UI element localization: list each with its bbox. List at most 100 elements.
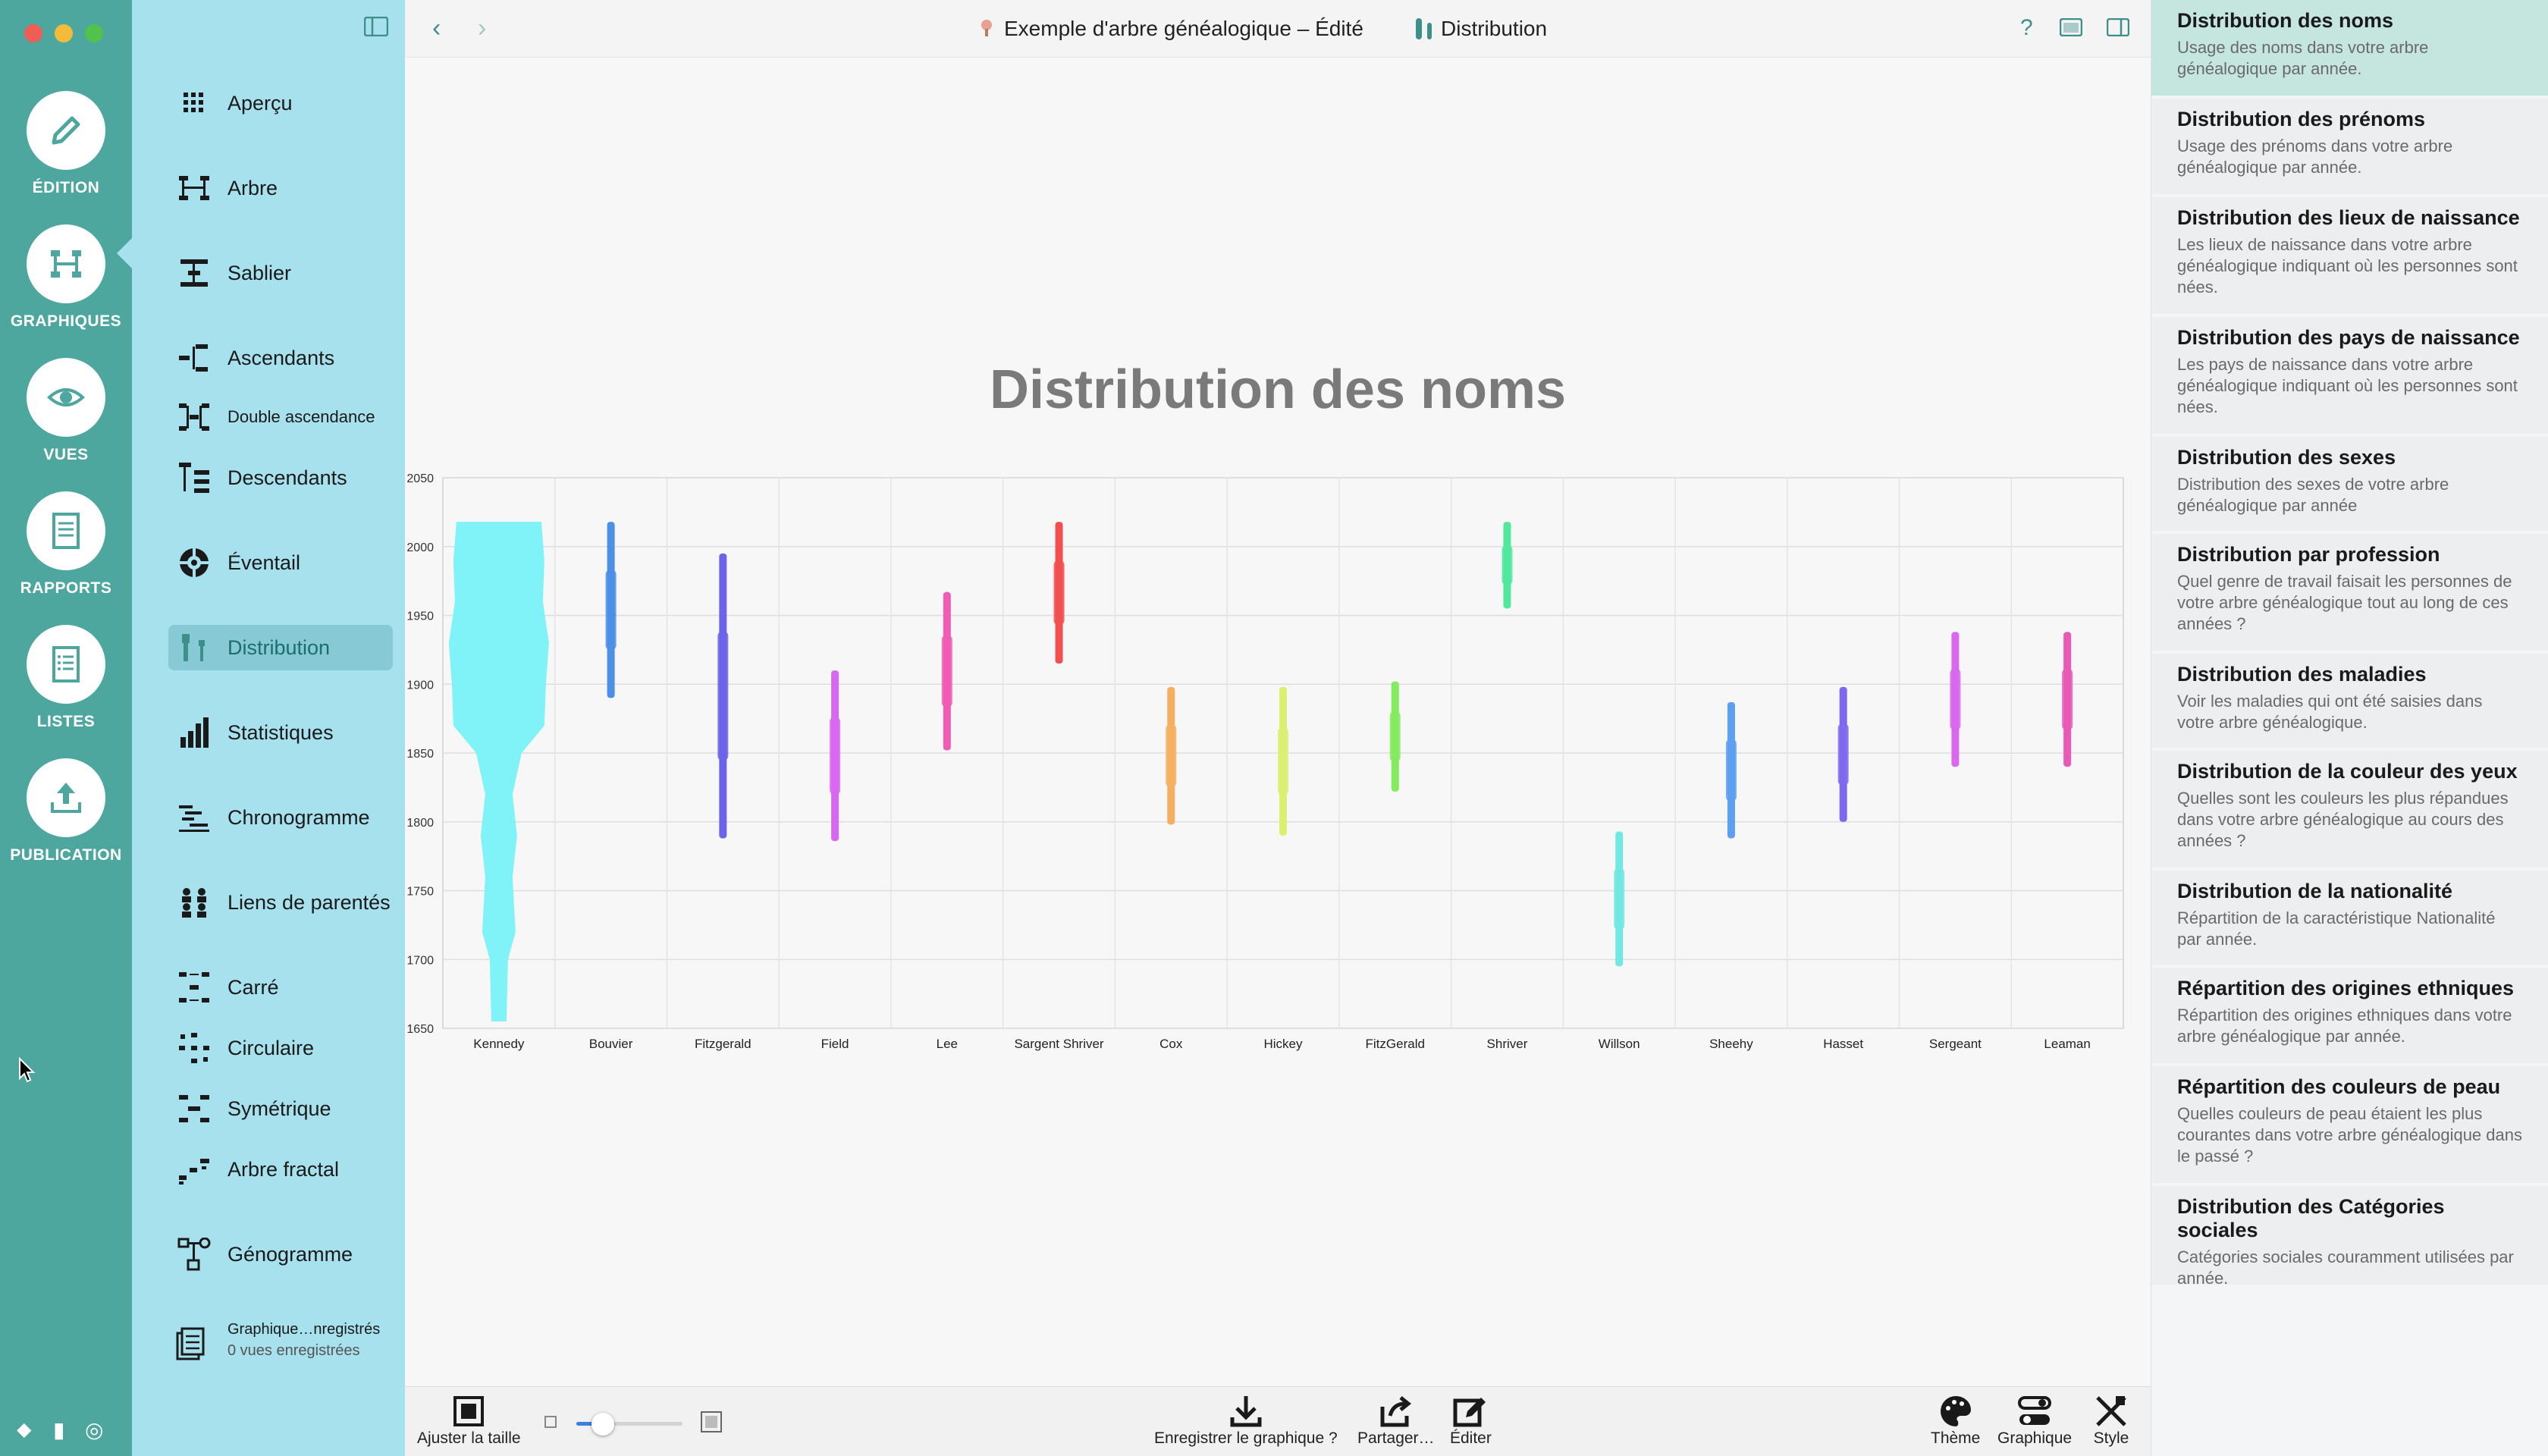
help-button[interactable]: ? [2020, 15, 2033, 40]
chart-type-sidebar: Aperçu Arbre Sablier Ascendants Double ascen… [132, 0, 405, 1456]
zoom-slider-knob[interactable] [592, 1413, 614, 1436]
sidebar-item-label: Arbre fractal [228, 1157, 340, 1181]
ancestors-icon [176, 340, 212, 376]
sidebar-item-relations[interactable]: Liens de parentés [168, 880, 393, 925]
chart-variant-item[interactable]: Distribution par profession Quel genre de… [2151, 534, 2548, 651]
x-category-label: FitzGerald [1366, 1037, 1425, 1051]
toggles-icon [2018, 1396, 2052, 1425]
chart-variant-item[interactable]: Distribution des sexes Distribution des s… [2151, 437, 2548, 531]
sidebar-item-bar-stats[interactable]: Statistiques [168, 710, 393, 755]
sidebar-item-ancestors[interactable]: Ascendants [168, 335, 393, 381]
chart-variant-title: Distribution des prénoms [2177, 108, 2426, 130]
rail-label: RAPPORTS [20, 579, 112, 597]
chart-variant-item[interactable]: Distribution de la nationalité Répartitio… [2151, 871, 2548, 965]
saved-charts-item[interactable]: Graphique…nregistrés 0 vues enregistrées [176, 1316, 393, 1370]
rail-label: LISTES [36, 713, 96, 730]
minimize-window-button[interactable] [55, 24, 73, 42]
chart-variant-item[interactable]: Distribution des noms Usage des noms dans… [2151, 0, 2548, 96]
distribution-mark-core [1278, 727, 1288, 795]
sidebar-item-square[interactable]: Carré [168, 965, 393, 1010]
sidebar-toggle-icon[interactable] [364, 17, 388, 36]
chart-variant-item[interactable]: Distribution des Catégories sociales Caté… [2151, 1186, 2548, 1288]
chart-variant-description: Les pays de naissance dans votre arbre g… [2177, 355, 2518, 416]
chart-variant-item[interactable]: Distribution de la couleur des yeux Quell… [2151, 751, 2548, 868]
sidebar-item-double-ancestry[interactable]: Double ascendance [168, 394, 393, 440]
toolbar: ‹ › Exemple d'arbre généalogique – Édité… [405, 0, 2151, 58]
descendants-icon [176, 460, 212, 496]
save-chart-label: Enregistrer le graphique ? [1154, 1429, 1338, 1447]
upload-icon [51, 783, 81, 813]
save-chart-button[interactable]: Enregistrer le graphique ? [1154, 1393, 1338, 1448]
tree-icon [176, 170, 212, 206]
share-label: Partager… [1357, 1429, 1435, 1447]
fit-size-button[interactable]: Ajuster la taille [417, 1393, 521, 1448]
edit-label: Éditer [1450, 1429, 1492, 1447]
sidebar-item-fan[interactable]: Éventail [168, 540, 393, 585]
rail-label: PUBLICATION [10, 846, 122, 864]
chart-variant-title: Distribution des maladies [2177, 663, 2427, 686]
x-category-label: Willson [1599, 1037, 1640, 1051]
rail-vues[interactable]: VUES [0, 358, 132, 464]
rail-rapports[interactable]: RAPPORTS [0, 491, 132, 598]
eye-icon [47, 388, 85, 406]
rail-publication[interactable]: PUBLICATION [0, 758, 132, 864]
share-button[interactable]: Partager… [1357, 1393, 1435, 1448]
zoom-slider[interactable] [576, 1413, 682, 1436]
rail-label: ÉDITION [32, 179, 100, 196]
sidebar-item-distribution[interactable]: Distribution [168, 625, 393, 670]
x-category-label: Fitzgerald [695, 1037, 752, 1051]
chart-variant-item[interactable]: Distribution des lieux de naissance Les l… [2151, 197, 2548, 314]
distribution-mark[interactable] [448, 522, 549, 1021]
chart-variant-item[interactable]: Distribution des prénoms Usage des prénom… [2151, 99, 2548, 194]
tag-icon[interactable]: ⬥ [17, 1417, 32, 1441]
y-tick-label: 1700 [406, 954, 434, 967]
window-layout-icon[interactable] [2060, 18, 2082, 36]
sidebar-item-tree[interactable]: Arbre [168, 165, 393, 211]
download-icon [1230, 1396, 1262, 1427]
y-tick-label: 1900 [406, 679, 434, 692]
sidebar-item-hourglass[interactable]: Sablier [168, 250, 393, 296]
sidebar-item-symmetric[interactable]: Symétrique [168, 1086, 393, 1131]
x-category-label: Bouvier [589, 1037, 633, 1051]
saved-charts-icon [176, 1327, 205, 1360]
bookmark-icon[interactable]: ▮ [53, 1418, 65, 1442]
x-category-label: Sheehy [1709, 1037, 1753, 1051]
rail-edition[interactable]: ÉDITION [0, 91, 132, 197]
sidebar-item-genogram[interactable]: Génogramme [168, 1232, 393, 1277]
sidebar-item-label: Distribution [228, 635, 331, 659]
sidebar-item-timeline[interactable]: Chronogramme [168, 795, 393, 840]
sidebar-item-fractal[interactable]: Arbre fractal [168, 1147, 393, 1192]
large-image-icon [701, 1411, 722, 1432]
bar-stats-icon [176, 714, 212, 751]
chart-variant-item[interactable]: Répartition des origines ethniques Répart… [2151, 968, 2548, 1063]
rail-listes[interactable]: LISTES [0, 625, 132, 731]
close-window-button[interactable] [24, 24, 42, 42]
sidebar-item-circular[interactable]: Circulaire [168, 1025, 393, 1071]
theme-button[interactable]: Thème [1931, 1393, 1980, 1448]
chart-variant-item[interactable]: Répartition des couleurs de peau Quelles … [2151, 1066, 2548, 1183]
chart-area[interactable]: Distribution des noms 2050 2000 1950 1900 18… [405, 58, 2151, 1386]
zoom-window-button[interactable] [85, 24, 103, 42]
distribution-chart[interactable]: Distribution des noms 2050 2000 1950 1900 18… [405, 58, 2151, 1386]
sidebar-item-grid[interactable]: Aperçu [168, 80, 393, 126]
chart-variant-description: Usage des noms dans votre arbre généalog… [2177, 38, 2429, 78]
distribution-mark-core [1725, 739, 1737, 802]
chart-variant-item[interactable]: Distribution des maladies Voir les maladi… [2151, 654, 2548, 748]
sync-icon[interactable]: ◎ [85, 1418, 104, 1442]
style-button[interactable]: Style [2093, 1393, 2129, 1448]
zoom-slider-fill [576, 1422, 603, 1426]
y-tick-label: 1950 [406, 610, 434, 623]
back-button[interactable]: ‹ [432, 14, 441, 42]
chart-variant-item[interactable]: Distribution des pays de naissance Les pa… [2151, 317, 2548, 434]
distribution-mark-core [941, 635, 952, 707]
sidebar-item-label: Chronogramme [228, 805, 370, 829]
edit-button[interactable]: Éditer [1450, 1393, 1492, 1448]
sidebar-item-label: Statistiques [228, 720, 334, 744]
sidebar-item-label: Arbre [228, 176, 278, 199]
graph-settings-button[interactable]: Graphique [1997, 1393, 2072, 1448]
distribution-mark-core [1166, 724, 1177, 787]
forward-button[interactable]: › [478, 14, 487, 42]
sidebar-item-descendants[interactable]: Descendants [168, 455, 393, 500]
rail-graphiques[interactable]: GRAPHIQUES [0, 224, 132, 331]
inspector-toggle-icon[interactable] [2107, 18, 2129, 36]
